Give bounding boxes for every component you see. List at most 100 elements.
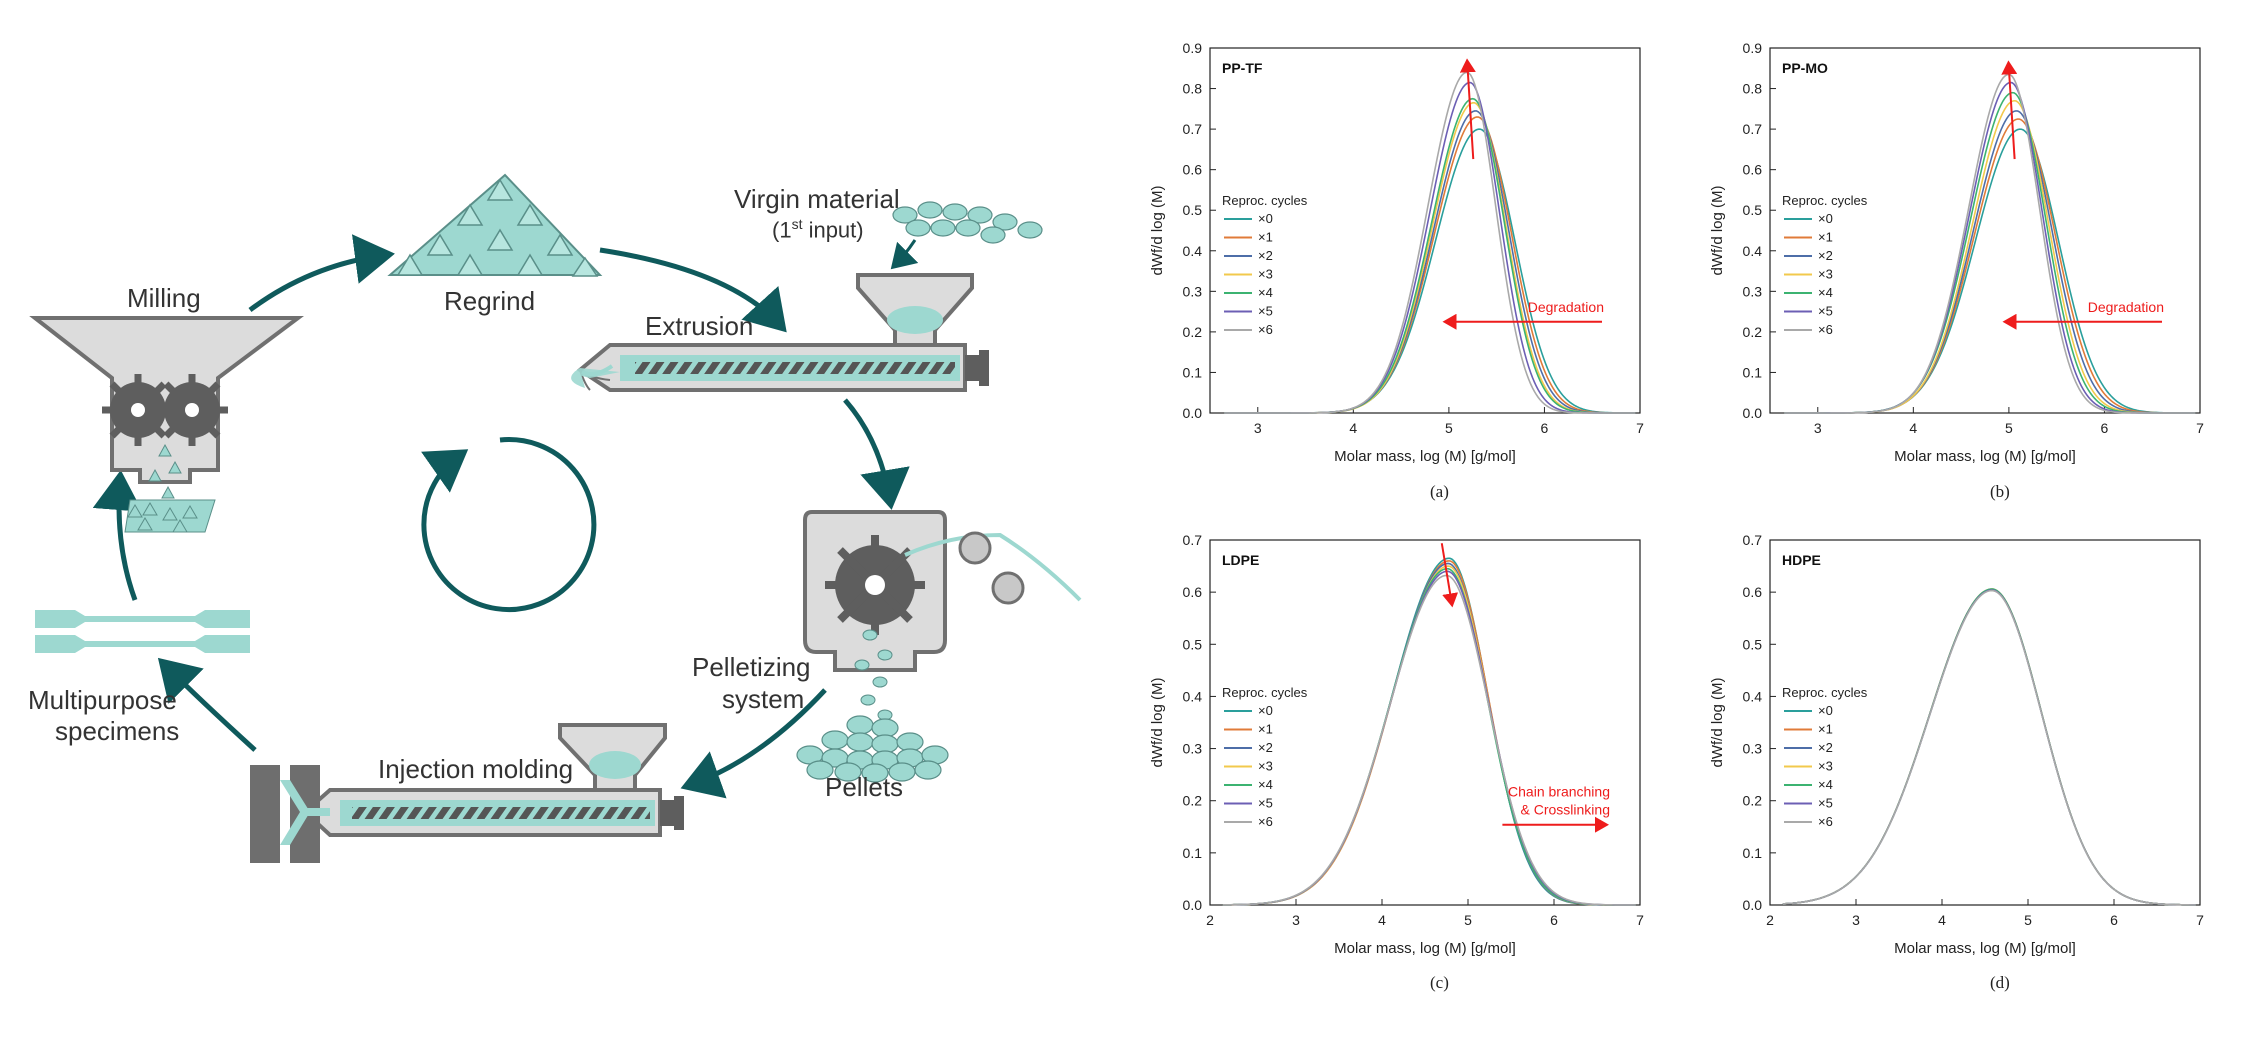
legend-label-5: ×5	[1818, 303, 1833, 318]
y-tick-label: 0.4	[1743, 688, 1763, 704]
caption-c: (c)	[1430, 973, 1449, 992]
x-tick-label: 6	[1541, 420, 1549, 436]
legend-title: Reproc. cycles	[1782, 685, 1868, 700]
y-tick-label: 0.0	[1743, 897, 1763, 913]
annotation-text: Degradation	[2088, 299, 2164, 315]
y-tick-label: 0.5	[1183, 202, 1203, 218]
peak-arrow-up	[2001, 60, 2018, 160]
x-tick-label: 6	[2101, 420, 2109, 436]
arrow-pelletizing-to-injection	[680, 688, 827, 799]
series-line-6	[1782, 589, 2196, 906]
y-tick-label: 0.3	[1183, 741, 1203, 757]
y-tick-label: 0.2	[1183, 324, 1203, 340]
caption-a: (a)	[1430, 482, 1449, 501]
x-tick-label: 5	[2005, 420, 2013, 436]
y-tick-label: 0.2	[1743, 324, 1763, 340]
panel-title: HDPE	[1782, 552, 1821, 568]
multipurpose-label: Multipurpose	[28, 685, 177, 715]
recycling-diagram	[29, 173, 1082, 863]
peak-arrow-up	[1459, 58, 1476, 160]
y-tick-label: 0.6	[1743, 584, 1763, 600]
pellets-pile-icon	[796, 715, 949, 783]
legend-label-2: ×2	[1818, 740, 1833, 755]
y-tick-label: 0.5	[1743, 202, 1763, 218]
x-tick-label: 2	[1206, 912, 1214, 928]
y-tick-label: 0.8	[1183, 81, 1203, 97]
annotation-text-line1: Chain branching	[1508, 784, 1610, 800]
x-tick-label: 5	[1464, 912, 1472, 928]
y-tick-label: 0.8	[1743, 81, 1763, 97]
virgin-input-pre: (1	[772, 217, 792, 243]
caption-b: (b)	[1990, 482, 2010, 501]
legend-title: Reproc. cycles	[1222, 193, 1308, 208]
legend-label-2: ×2	[1258, 248, 1273, 263]
arrow-regrind-to-extrusion	[599, 247, 787, 333]
legend-label-3: ×3	[1258, 758, 1273, 773]
series-line-3	[1224, 102, 1636, 414]
pelletizing-label: Pelletizing	[692, 652, 811, 682]
x-tick-label: 7	[2196, 420, 2204, 436]
y-tick-label: 0.5	[1743, 636, 1763, 652]
y-tick-label: 0.9	[1743, 40, 1763, 56]
y-tick-label: 0.1	[1183, 364, 1203, 380]
panel-title: PP-MO	[1782, 60, 1828, 76]
y-tick-label: 0.1	[1743, 845, 1763, 861]
peak-arrow-down	[1440, 543, 1459, 608]
y-axis-label: dWf/d log (M)	[1149, 677, 1166, 767]
plot-frame	[1209, 539, 1641, 906]
plot-frame	[1209, 47, 1641, 414]
legend-label-5: ×5	[1258, 303, 1273, 318]
y-tick-label: 0.1	[1743, 364, 1763, 380]
legend-label-3: ×3	[1818, 266, 1833, 281]
series-line-3	[1222, 565, 1636, 906]
x-tick-label: 4	[1349, 420, 1357, 436]
series-line-1	[1782, 588, 2196, 906]
series-line-3	[1782, 588, 2196, 906]
legend-label-3: ×3	[1818, 758, 1833, 773]
series-line-3	[1784, 99, 2196, 414]
series-line-1	[1222, 560, 1636, 906]
specimens-icon	[35, 610, 250, 653]
legend-label-1: ×1	[1258, 721, 1273, 736]
series-line-2	[1782, 589, 2196, 906]
panel-title: PP-TF	[1222, 60, 1263, 76]
pelletizer-icon	[803, 510, 1082, 721]
x-axis-label: Molar mass, log (M) [g/mol]	[1334, 448, 1516, 465]
legend-label-1: ×1	[1818, 229, 1833, 244]
arrow-injection-to-specimens	[157, 657, 257, 752]
mill-icon	[29, 316, 304, 533]
legend-label-4: ×4	[1818, 777, 1833, 792]
series-line-5	[1784, 81, 2196, 414]
legend-title: Reproc. cycles	[1222, 685, 1308, 700]
series-line-6	[1222, 574, 1636, 906]
series-line-4	[1222, 567, 1636, 906]
extruder-icon	[571, 273, 989, 392]
pelletizing-system-label: system	[722, 684, 805, 714]
legend-label-4: ×4	[1258, 777, 1273, 792]
y-axis-label: dWf/d log (M)	[1149, 185, 1166, 275]
y-tick-label: 0.2	[1743, 793, 1763, 809]
legend-label-1: ×1	[1258, 229, 1273, 244]
caption-d: (d)	[1990, 973, 2010, 992]
legend-label-2: ×2	[1818, 248, 1833, 263]
chart-ldpe: 2 3 4 5 6 7 0.0 0.1 0.2 0.3 0.4 0.5 0.6 0.7 Molar mass…	[1149, 532, 1644, 957]
plot-frame	[1769, 47, 2201, 414]
x-tick-label: 3	[1292, 912, 1300, 928]
x-tick-label: 6	[2110, 912, 2118, 928]
y-axis-label: dWf/d log (M)	[1709, 677, 1726, 767]
x-tick-label: 7	[1636, 912, 1644, 928]
chart-hdpe: 2 3 4 5 6 7 0.0 0.1 0.2 0.3 0.4 0.5 0.6 0.7 Molar mass…	[1709, 532, 2204, 957]
legend-label-6: ×6	[1818, 322, 1833, 337]
injection-molding-label: Injection molding	[378, 754, 574, 784]
x-tick-label: 5	[2024, 912, 2032, 928]
series-line-0	[1784, 128, 2196, 414]
y-tick-label: 0.3	[1743, 741, 1763, 757]
y-tick-label: 0.6	[1183, 584, 1203, 600]
series-line-5	[1782, 589, 2196, 906]
y-tick-label: 0.0	[1743, 405, 1763, 421]
series-line-6	[1784, 73, 2196, 414]
y-tick-label: 0.7	[1183, 532, 1203, 548]
legend-label-3: ×3	[1258, 266, 1273, 281]
plot-frame	[1769, 539, 2201, 906]
x-tick-label: 4	[1378, 912, 1386, 928]
